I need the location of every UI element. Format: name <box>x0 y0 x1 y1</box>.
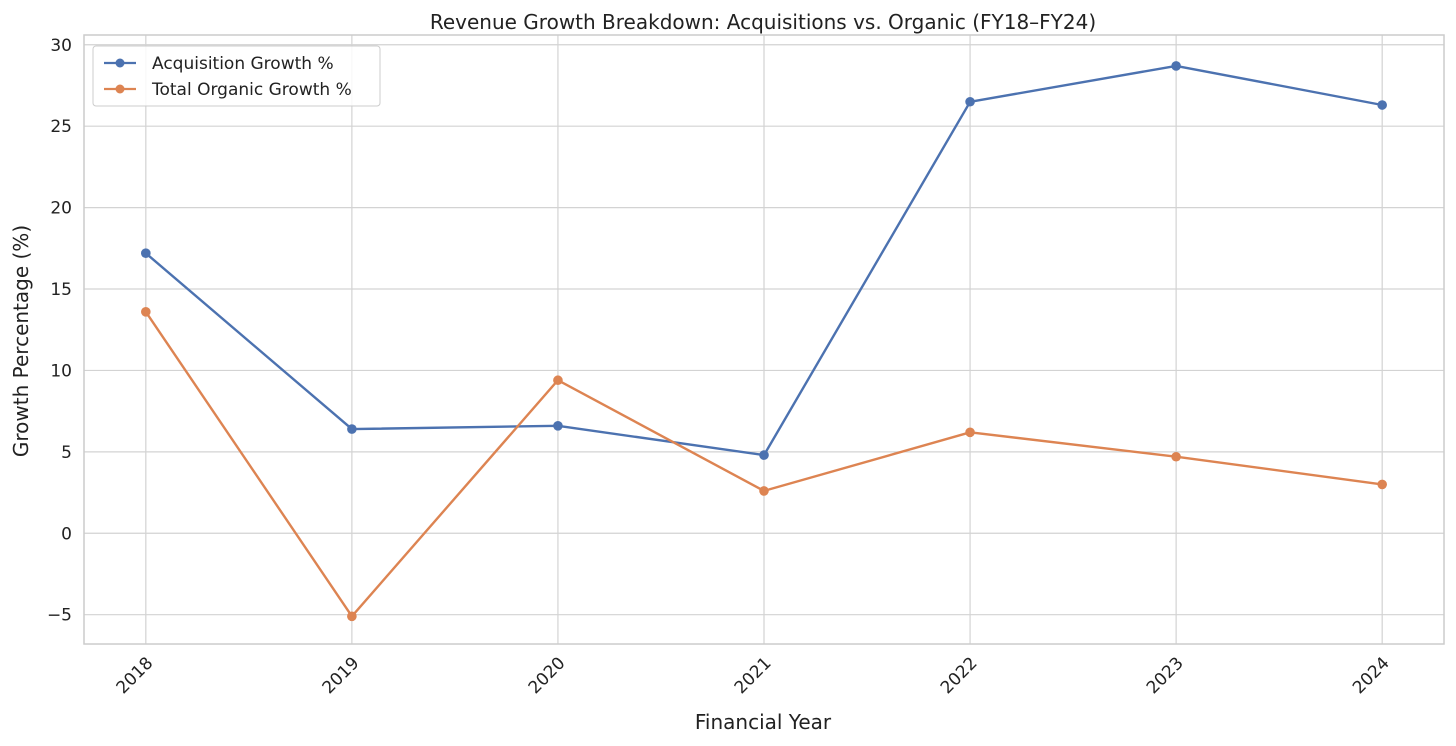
data-point <box>553 375 563 386</box>
y-tick-label: −5 <box>47 606 72 626</box>
y-tick-label: 20 <box>50 199 72 219</box>
data-point <box>759 486 769 496</box>
y-tick-label: 10 <box>50 361 72 381</box>
y-axis-title: Growth Percentage (%) <box>9 225 33 457</box>
y-tick-label: 25 <box>50 117 72 137</box>
data-point <box>965 96 975 107</box>
legend: Acquisition Growth % Total Organic Growt… <box>92 45 381 107</box>
data-point <box>141 248 151 258</box>
series-layer <box>141 61 1387 622</box>
y-tick-label: 5 <box>61 443 72 463</box>
plot-frame <box>83 34 1445 645</box>
data-point <box>141 307 151 317</box>
data-point <box>1377 479 1387 490</box>
legend-acquisition-label: Acquisition Growth % <box>152 54 334 74</box>
legend-acquisition-marker <box>115 58 125 68</box>
data-point <box>347 611 357 622</box>
y-tick-label: 30 <box>50 36 72 56</box>
grid <box>84 35 1444 644</box>
data-point <box>965 427 975 438</box>
data-point <box>347 424 357 434</box>
data-point <box>553 421 563 431</box>
y-tick-label: 15 <box>50 280 72 300</box>
y-tick-label: 0 <box>61 524 72 544</box>
x-axis-title: Financial Year <box>695 710 832 734</box>
data-point <box>1377 100 1387 110</box>
legend-organic-label: Total Organic Growth % <box>151 80 352 100</box>
legend-organic-marker <box>115 84 125 94</box>
data-point <box>1171 61 1181 71</box>
legend-box <box>92 45 381 107</box>
data-point <box>1171 451 1181 462</box>
chart-title: Revenue Growth Breakdown: Acquisitions v… <box>430 10 1096 34</box>
data-point <box>759 450 769 460</box>
